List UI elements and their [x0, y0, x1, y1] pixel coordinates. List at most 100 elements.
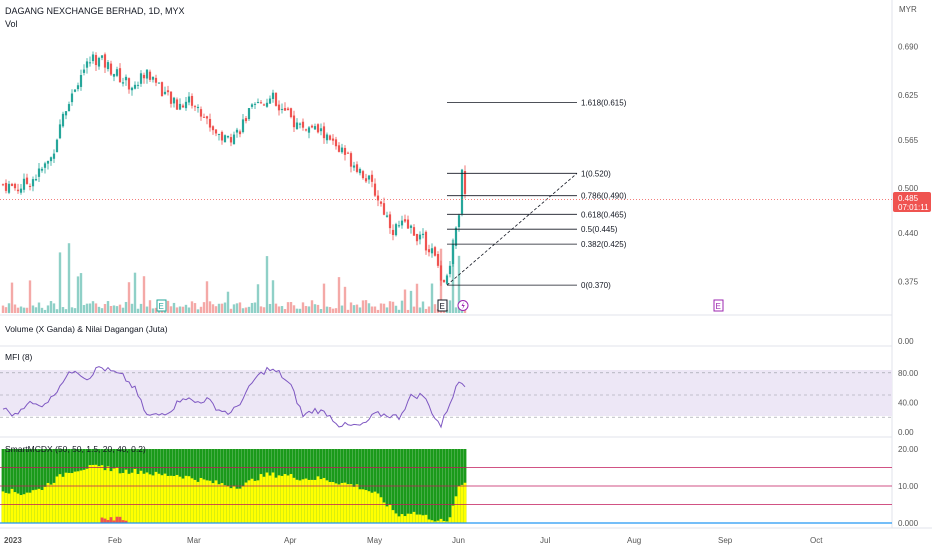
candle-body: [4, 182, 8, 191]
fib-level-label: 0.786(0.490): [581, 192, 627, 201]
candle-body: [199, 109, 203, 117]
smart-yellow-bar: [322, 477, 326, 523]
smart-yellow-bar: [160, 475, 164, 523]
smart-yellow-bar: [409, 513, 413, 523]
fib-level-label: 0(0.370): [581, 281, 611, 290]
candle-body: [376, 195, 380, 201]
smart-yellow-bar: [340, 482, 344, 523]
candle-body: [379, 201, 383, 204]
volume-bar: [1, 305, 5, 313]
candle-body: [175, 99, 179, 110]
dividend-marker-icon[interactable]: [457, 300, 469, 311]
time-tick-label: May: [367, 536, 382, 545]
volume-legend[interactable]: Vol: [5, 19, 18, 29]
volume-bar: [373, 306, 377, 313]
symbol-title[interactable]: DAGANG NEXCHANGE BERHAD, 1D, MYX: [5, 6, 185, 16]
smart-yellow-bar: [400, 514, 404, 523]
candle-body: [94, 55, 98, 66]
volume-bar: [385, 307, 389, 313]
smart-yellow-bar: [385, 506, 389, 523]
volume-bar: [358, 307, 362, 313]
candle-body: [64, 111, 68, 116]
fib-level-label: 0.618(0.465): [581, 210, 627, 219]
smart-yellow-bar: [16, 493, 20, 523]
candle-body: [16, 189, 20, 192]
candle-body: [52, 153, 56, 159]
candle-body: [274, 92, 278, 106]
earnings-marker-jan[interactable]: E: [156, 299, 167, 312]
smart-yellow-bar: [274, 477, 278, 523]
smart-yellow-bar: [343, 482, 347, 523]
smart-yellow-bar: [406, 513, 410, 523]
smart-yellow-bar: [271, 472, 275, 523]
volume-bar: [97, 306, 101, 313]
volume-tick-label: 0.00: [898, 337, 914, 346]
volume-bar: [52, 303, 56, 313]
candle-body: [229, 137, 233, 143]
candle-body: [211, 126, 215, 131]
fib-level-label: 1.618(0.615): [581, 99, 627, 108]
smart-yellow-bar: [49, 484, 53, 523]
candle-body: [283, 108, 287, 111]
volume-bar: [211, 304, 215, 313]
time-tick-label: Jul: [540, 536, 550, 545]
candle-body: [148, 71, 152, 80]
volume-bar: [199, 306, 203, 313]
volume-bar: [109, 305, 113, 313]
smart-yellow-bar: [388, 504, 392, 523]
candle-body: [61, 113, 65, 127]
smart-yellow-bar: [211, 483, 215, 523]
smart-yellow-bar: [394, 513, 398, 523]
volume-bar: [331, 308, 335, 313]
volume-bar: [367, 303, 371, 313]
volume-bar: [178, 306, 182, 313]
smart-yellow-bar: [40, 490, 44, 523]
smart-yellow-bar: [175, 474, 179, 523]
volume-bar: [142, 276, 146, 313]
smart-yellow-bar: [58, 474, 62, 523]
volume-bar: [22, 307, 26, 313]
smart-pane-title: SmartMCDX (50, 50, 1.5, 20, 40, 0.2): [5, 444, 146, 454]
candle-body: [391, 229, 395, 236]
smart-yellow-bar: [28, 492, 32, 523]
volume-bar: [412, 306, 416, 313]
smart-yellow-bar: [121, 472, 125, 523]
candle-body: [82, 69, 86, 73]
candle-body: [13, 183, 17, 189]
candle-body: [310, 125, 314, 128]
smart-yellow-bar: [136, 473, 140, 523]
volume-bar: [208, 301, 212, 313]
smart-yellow-bar: [370, 492, 374, 523]
earnings-marker-may[interactable]: E: [437, 299, 448, 312]
smart-yellow-bar: [280, 475, 284, 523]
candle-body: [265, 102, 269, 107]
candle-body: [385, 215, 389, 217]
volume-bar: [265, 256, 269, 313]
smart-yellow-bar: [352, 486, 356, 523]
mfi-line: [2, 366, 466, 429]
smart-yellow-bar: [13, 492, 17, 523]
volume-bar: [328, 307, 332, 313]
smart-yellow-bar: [415, 514, 419, 523]
candle-body: [157, 82, 161, 84]
smart-yellow-bar: [88, 465, 92, 523]
volume-bar: [172, 302, 176, 313]
candle-body: [151, 76, 155, 80]
countdown-timer: 07:01:11: [898, 203, 929, 212]
volume-bar: [190, 301, 194, 313]
volume-bar: [295, 308, 299, 313]
smart-yellow-bar: [148, 474, 152, 523]
fib-retracement[interactable]: 1.618(0.615) 1(0.520) 0.786(0.490) 0.618(0.…: [446, 99, 627, 291]
smart-yellow-bar: [202, 479, 206, 523]
smart-yellow-bar: [304, 478, 308, 523]
future-event-marker-icon[interactable]: E: [713, 299, 724, 312]
candle-body: [19, 188, 23, 193]
volume-bar: [7, 303, 11, 313]
candle-body: [31, 179, 35, 187]
smart-yellow-bar: [289, 474, 293, 523]
smart-yellow-bar: [283, 474, 287, 523]
smart-yellow-bar: [139, 470, 143, 523]
volume-bar: [292, 305, 296, 313]
smartmcdx-indicator: [0, 449, 892, 524]
